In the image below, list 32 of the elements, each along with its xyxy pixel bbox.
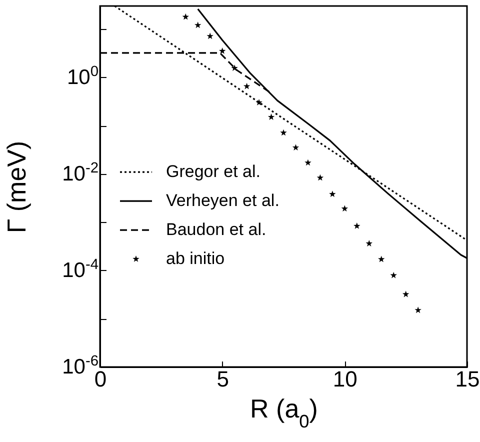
point <box>304 159 312 166</box>
x-tick-label: 5 <box>216 366 229 392</box>
point <box>414 306 422 314</box>
legend-label: Baudon et al. <box>166 220 266 240</box>
point <box>206 32 214 40</box>
y-axis-title: Γ (meV) <box>2 140 32 234</box>
y-tick-label: 10$^{0}$ <box>66 64 98 89</box>
x-axis-title: R (a$_{0}$) <box>250 394 318 432</box>
x-tick-label: 10 <box>332 366 358 392</box>
point <box>402 290 410 298</box>
point <box>292 144 300 150</box>
point <box>268 114 275 120</box>
y-tick-label: 10$^{-4}$ <box>62 256 98 282</box>
point <box>280 129 287 136</box>
point <box>316 174 324 181</box>
x-tick-label: 15 <box>455 366 480 392</box>
point <box>231 64 238 71</box>
point <box>341 205 348 212</box>
point <box>354 222 360 229</box>
point <box>378 256 385 262</box>
point <box>218 48 226 54</box>
legend-label: Verheyen et al. <box>166 191 280 210</box>
point <box>194 22 202 28</box>
y-tick-label: 10$^{-2}$ <box>62 160 98 186</box>
legend-label: ab initio <box>166 249 225 268</box>
point <box>366 240 372 246</box>
point <box>390 272 397 278</box>
point <box>182 13 189 20</box>
point <box>329 190 336 198</box>
legend-label: Gregor et al. <box>166 162 260 182</box>
point <box>243 82 250 90</box>
point <box>256 99 262 106</box>
